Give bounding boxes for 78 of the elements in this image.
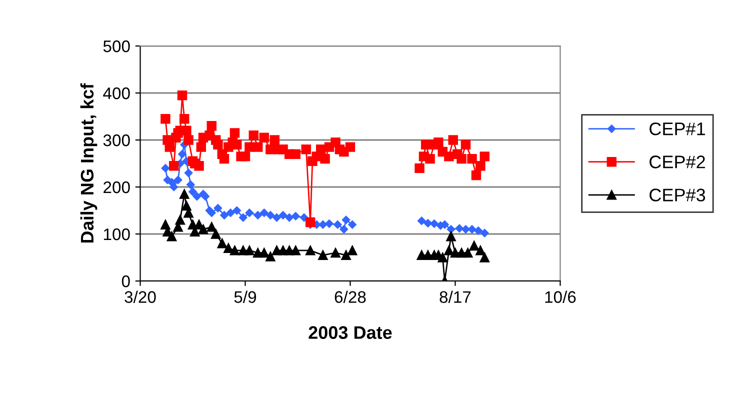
y-tick-label: 0	[122, 275, 130, 288]
point	[217, 238, 227, 248]
point	[210, 229, 221, 239]
point	[201, 192, 210, 201]
point	[480, 228, 489, 238]
point	[186, 180, 195, 189]
x-tick-label: 8/17	[440, 290, 471, 303]
x-axis-title: 2003 Date	[308, 326, 392, 339]
point	[254, 211, 262, 220]
legend-label: CEP#2	[650, 156, 705, 168]
point	[340, 225, 348, 234]
point	[206, 222, 216, 232]
point	[468, 225, 476, 234]
point	[341, 250, 351, 260]
point	[444, 246, 454, 256]
point	[230, 246, 240, 256]
point	[232, 206, 241, 215]
point	[480, 252, 490, 262]
point	[266, 211, 275, 220]
point	[446, 225, 456, 234]
y-tick-label: 300	[103, 134, 130, 146]
point	[455, 224, 464, 232]
point	[347, 246, 358, 256]
point	[285, 213, 294, 222]
y-tick-label: 400	[103, 87, 130, 100]
point	[170, 182, 178, 192]
point	[244, 246, 254, 256]
y-tick-label: 200	[104, 181, 130, 194]
point	[318, 220, 328, 229]
point	[192, 192, 202, 201]
point	[278, 211, 288, 220]
point	[476, 246, 486, 256]
point	[430, 220, 438, 228]
point	[214, 204, 222, 212]
point	[424, 219, 432, 228]
y-axis-title: Daily NG Input, kcf	[80, 83, 98, 243]
point	[179, 189, 190, 199]
point	[175, 215, 186, 225]
point	[348, 220, 356, 229]
legend-label: CEP#3	[650, 188, 706, 202]
point	[259, 248, 269, 258]
point	[446, 231, 456, 242]
point	[198, 224, 208, 234]
x-tick-label: 10/6	[545, 290, 576, 303]
point	[462, 248, 473, 258]
x-tick-label: 3/20	[124, 290, 156, 303]
point	[474, 226, 482, 235]
y-tick-label: 500	[103, 40, 130, 52]
x-tick-label: 6/28	[334, 290, 366, 303]
point	[174, 176, 182, 184]
point	[239, 213, 248, 222]
point	[318, 250, 328, 260]
point	[220, 211, 228, 220]
point	[342, 216, 350, 224]
point	[417, 216, 426, 225]
point	[334, 220, 342, 229]
x-tick-label: 5/9	[234, 290, 256, 303]
point	[245, 208, 254, 217]
legend-label: CEP#1	[650, 122, 705, 136]
point	[272, 213, 281, 222]
point	[260, 208, 268, 217]
point	[305, 246, 316, 256]
point	[469, 240, 479, 251]
point	[292, 212, 300, 220]
point	[224, 243, 234, 253]
y-tick-label: 100	[104, 228, 130, 240]
point	[330, 248, 340, 258]
point	[166, 231, 177, 242]
point	[226, 208, 235, 217]
point	[266, 252, 276, 262]
point	[184, 168, 193, 178]
point	[208, 208, 216, 217]
point	[188, 188, 197, 196]
point	[438, 252, 448, 262]
point	[290, 246, 300, 256]
point	[161, 164, 170, 172]
point	[178, 150, 186, 158]
point	[325, 220, 334, 228]
